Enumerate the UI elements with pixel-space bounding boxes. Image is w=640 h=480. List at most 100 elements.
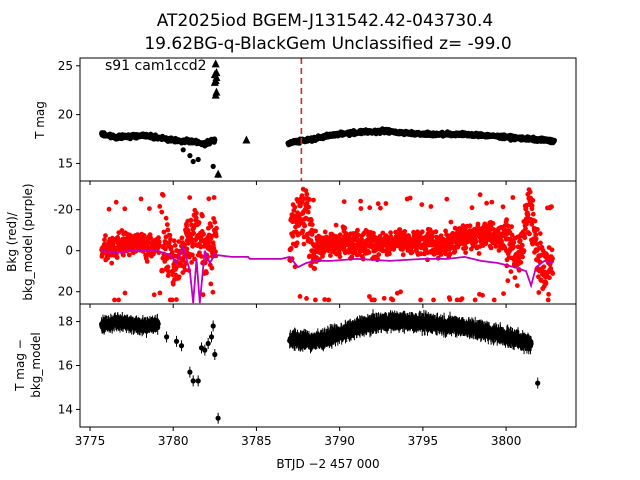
bkg-point <box>512 275 518 280</box>
bkg-point <box>161 229 167 235</box>
bkg-point <box>431 297 436 303</box>
bkg-point <box>535 227 540 232</box>
bkg-point <box>165 227 171 233</box>
bkg-point <box>300 228 306 234</box>
bkg-point <box>383 201 389 206</box>
bkg-point <box>126 252 132 258</box>
bkg-point <box>188 217 194 223</box>
bkg-point <box>511 240 517 245</box>
bkg-point <box>550 271 556 276</box>
bkg-point <box>313 228 318 234</box>
upper-limit-point <box>211 59 220 68</box>
bkg-point <box>169 250 175 255</box>
bkg-point <box>428 204 434 209</box>
bkg-point <box>518 260 524 265</box>
bkg-point <box>305 209 311 215</box>
bkg-point <box>199 254 204 259</box>
bkg-point <box>500 204 506 210</box>
bkg-point <box>165 264 171 270</box>
bkg-point <box>376 252 382 257</box>
bkg-point <box>299 193 305 199</box>
bkg-point <box>447 251 453 257</box>
bkg-point <box>170 281 176 287</box>
bkg-point <box>200 292 206 298</box>
bkg-point <box>191 230 197 236</box>
bkg-point <box>525 212 531 218</box>
bkg-point <box>402 229 408 234</box>
bkg-point <box>209 265 215 271</box>
bkg-point <box>375 201 381 207</box>
bkg-point <box>543 281 549 286</box>
bkg-point <box>304 191 310 197</box>
bkg-point <box>358 206 364 211</box>
data-point <box>551 137 558 143</box>
y-tick-label: 15 <box>58 156 73 170</box>
data-point <box>190 158 196 165</box>
bkg-point <box>165 273 171 278</box>
bkg-point <box>490 221 496 226</box>
bkg-point <box>189 260 195 265</box>
upper-limit-point <box>212 68 221 77</box>
bkg-point <box>337 254 343 260</box>
bkg-point <box>204 270 209 276</box>
bkg-point <box>122 206 128 212</box>
bkg-point <box>529 203 535 209</box>
bkg-point <box>211 195 217 200</box>
y-tick-label: -20 <box>53 203 73 217</box>
bkg-point <box>105 255 110 261</box>
bkg-point <box>168 237 173 242</box>
bkg-point <box>522 235 528 241</box>
data-point <box>202 143 208 149</box>
bkg-point <box>200 213 205 219</box>
bkg-point <box>163 246 168 252</box>
bkg-point <box>194 210 199 216</box>
bkg-point <box>196 220 202 226</box>
bkg-point <box>536 290 542 295</box>
bkg-point <box>438 252 444 257</box>
bkg-point <box>469 205 475 211</box>
bkg-point <box>176 239 182 245</box>
bkg-point <box>179 235 185 241</box>
bkg-point <box>166 240 172 246</box>
bkg-point <box>213 233 219 239</box>
bkg-point <box>520 254 525 260</box>
bkg-point <box>309 222 315 228</box>
bkg-point <box>337 232 343 238</box>
bkg-point <box>322 229 328 235</box>
bkg-point <box>538 240 543 246</box>
bkg-point <box>214 225 219 231</box>
bkg-point <box>467 223 473 229</box>
bkg-point <box>400 252 406 258</box>
bkg-point <box>151 292 157 298</box>
bkg-point <box>167 232 173 238</box>
bkg-point <box>545 297 551 303</box>
data-point <box>207 139 213 145</box>
bkg-point <box>533 232 539 238</box>
bkg-point <box>407 195 413 201</box>
bkg-point <box>489 199 495 205</box>
bkg-point <box>547 275 552 281</box>
bkg-point <box>488 245 494 251</box>
bkg-point <box>527 189 533 195</box>
bkg-point <box>190 252 195 258</box>
bkg-point <box>398 289 403 295</box>
bkg-point <box>185 228 191 233</box>
bkg-point <box>102 237 107 243</box>
bkg-point <box>378 205 383 211</box>
bkg-point <box>463 250 468 256</box>
bkg-point <box>206 196 212 202</box>
bkg-point <box>168 244 174 250</box>
y-tick-label: 0 <box>65 244 73 258</box>
bkg-point <box>159 209 165 215</box>
bkg-point <box>508 269 514 274</box>
bkg-point <box>433 229 439 235</box>
bkg-point <box>527 231 532 237</box>
data-point <box>155 321 161 327</box>
data-point <box>212 137 218 143</box>
bkg-point <box>530 211 536 217</box>
bkg-point <box>119 228 125 233</box>
bkg-point <box>342 225 348 231</box>
bkg-point <box>463 245 469 251</box>
bkg-point <box>288 246 294 251</box>
